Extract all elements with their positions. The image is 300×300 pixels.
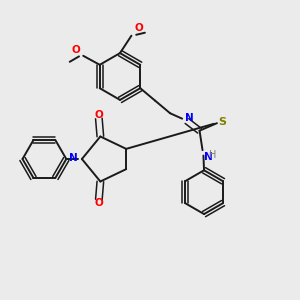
Text: N: N: [204, 152, 213, 162]
Text: N: N: [184, 113, 193, 123]
Text: H: H: [209, 150, 217, 160]
Text: O: O: [94, 198, 103, 208]
Text: O: O: [71, 45, 80, 55]
Text: O: O: [94, 110, 103, 120]
Text: N: N: [69, 153, 78, 164]
Text: O: O: [134, 23, 143, 33]
Text: S: S: [219, 117, 227, 127]
